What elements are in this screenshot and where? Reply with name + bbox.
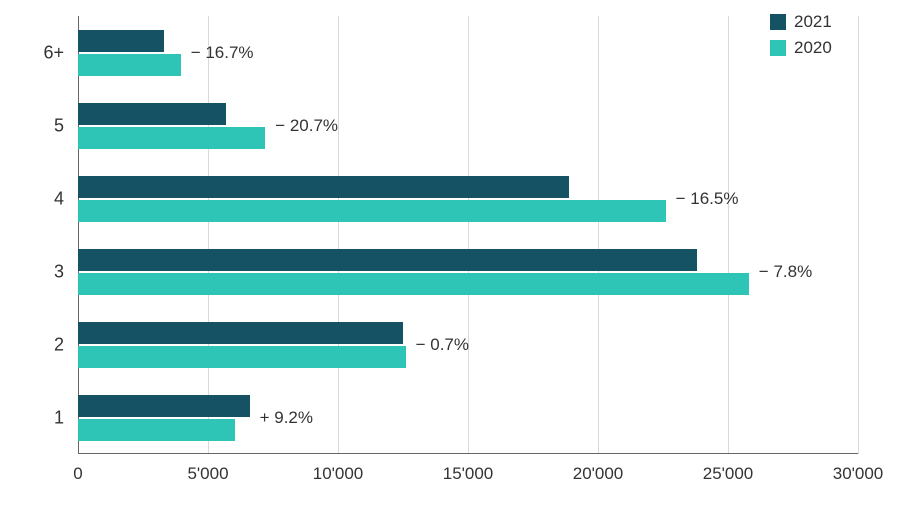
- x-tick-label: 15'000: [443, 464, 494, 484]
- y-category-label: 3: [28, 261, 64, 282]
- y-axis-line: [78, 16, 79, 454]
- gridline: [858, 16, 859, 454]
- legend-swatch: [770, 40, 786, 56]
- delta-label: − 0.7%: [416, 335, 469, 355]
- x-tick-label: 5'000: [187, 464, 228, 484]
- x-tick-label: 0: [73, 464, 82, 484]
- gridline: [208, 16, 209, 454]
- gridline: [468, 16, 469, 454]
- y-category-label: 2: [28, 334, 64, 355]
- bar-2021-3: [78, 249, 697, 271]
- y-category-label: 5: [28, 115, 64, 136]
- x-tick-label: 20'000: [573, 464, 624, 484]
- delta-label: − 7.8%: [759, 262, 812, 282]
- chart-container: 0 5'000 10'000 15'000 20'000 25'000 30'000 − 16…: [0, 0, 900, 505]
- gridline: [338, 16, 339, 454]
- legend-item: 2020: [770, 38, 832, 58]
- legend: 2021 2020: [770, 12, 832, 58]
- bar-2020-6+: [78, 54, 181, 76]
- x-tick-label: 25'000: [703, 464, 754, 484]
- y-category-label: 1: [28, 407, 64, 428]
- x-tick-label: 10'000: [313, 464, 364, 484]
- bar-2021-2: [78, 322, 403, 344]
- y-category-label: 4: [28, 188, 64, 209]
- bar-2021-6+: [78, 30, 164, 52]
- bar-2021-5: [78, 103, 226, 125]
- bar-2021-1: [78, 395, 250, 417]
- bar-2020-3: [78, 273, 749, 295]
- bar-2021-4: [78, 176, 569, 198]
- legend-label: 2020: [794, 38, 832, 58]
- delta-label: − 16.5%: [676, 189, 739, 209]
- gridline: [728, 16, 729, 454]
- delta-label: − 16.7%: [191, 43, 254, 63]
- legend-label: 2021: [794, 12, 832, 32]
- delta-label: + 9.2%: [260, 408, 313, 428]
- bar-2020-1: [78, 419, 235, 441]
- plot-area: 05'00010'00015'00020'00025'00030'000− 16…: [78, 16, 858, 454]
- legend-item: 2021: [770, 12, 832, 32]
- bar-2020-5: [78, 127, 265, 149]
- legend-swatch: [770, 14, 786, 30]
- y-category-label: 6+: [28, 42, 64, 63]
- x-tick-label: 30'000: [833, 464, 884, 484]
- delta-label: − 20.7%: [275, 116, 338, 136]
- x-axis-line: [78, 453, 858, 454]
- gridline: [598, 16, 599, 454]
- bar-2020-2: [78, 346, 406, 368]
- bar-2020-4: [78, 200, 666, 222]
